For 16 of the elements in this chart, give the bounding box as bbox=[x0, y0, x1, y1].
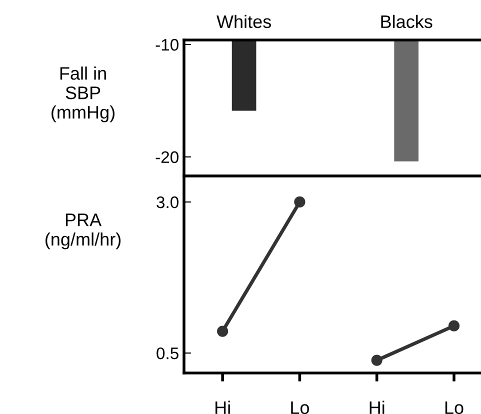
point bbox=[448, 320, 460, 332]
x-tick-label: Lo bbox=[291, 401, 309, 414]
y-tick-label: 0.5 bbox=[156, 347, 178, 360]
y-axis-title: PRA (ng/ml/hr) bbox=[46, 214, 121, 250]
point bbox=[294, 196, 306, 208]
y-tick-label: 3.0 bbox=[156, 196, 178, 208]
y-tick-label: -20 bbox=[156, 151, 178, 164]
point bbox=[217, 326, 228, 337]
x-tick-label: Hi bbox=[216, 400, 230, 414]
x-tick-label: Blacks bbox=[381, 14, 432, 28]
x-tick-label: Hi bbox=[370, 400, 384, 414]
y-axis-title: Fall in SBP (mmHg) bbox=[52, 66, 114, 122]
x-tick-label: Lo bbox=[445, 401, 464, 414]
point bbox=[371, 354, 382, 366]
x-tick-label: Whites bbox=[216, 14, 271, 28]
y-tick-label: -10 bbox=[156, 38, 178, 51]
